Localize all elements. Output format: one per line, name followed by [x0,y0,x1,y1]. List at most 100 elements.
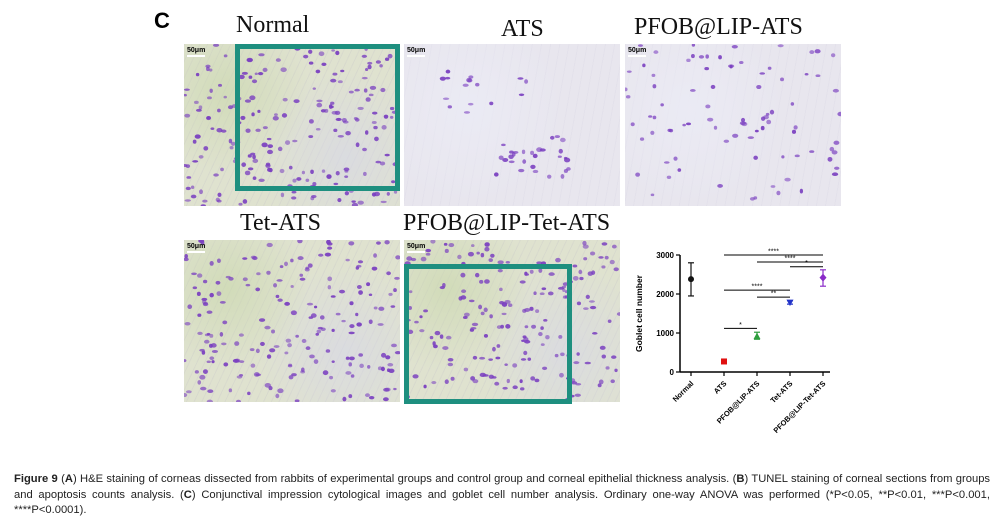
data-point [688,276,694,283]
stained-cell [185,186,191,191]
stained-cell [667,128,672,132]
stained-cell [290,258,294,263]
stained-cell [522,159,527,164]
data-point [786,299,794,307]
stained-cell [190,185,195,190]
stained-cell [335,50,340,56]
stained-cell [290,310,297,316]
stained-cell [357,260,364,264]
stained-cell [250,255,257,259]
stained-cell [245,283,251,287]
stained-cell [241,71,248,75]
stained-cell [349,301,354,306]
stained-cell [287,343,292,348]
stained-cell [555,257,561,263]
stained-cell [430,240,436,244]
stained-cell [378,306,385,311]
stained-cell [236,375,243,379]
stained-cell [385,355,391,360]
stained-cell [784,177,791,182]
stained-cell [241,162,247,167]
stained-cell [275,294,280,299]
stained-cell [288,165,293,170]
stained-cell [379,161,386,166]
stained-cell [363,88,368,93]
caption-text: ) TUNEL staining of corneal sections fro… [14,473,991,501]
stained-cell [536,261,543,265]
stained-cell [196,291,201,297]
image-title-pfob-lip-ats: PFOB@LIP-ATS [634,14,803,40]
stained-cell [316,99,323,103]
stained-cell [501,143,506,147]
stained-cell [444,248,449,253]
stained-cell [288,375,294,380]
stained-cell [545,334,550,340]
stained-cell [483,307,488,313]
stained-cell [199,374,206,380]
stained-cell [209,260,214,266]
stained-cell [488,258,493,262]
stained-cell [576,301,582,306]
stained-cell [592,332,598,335]
stained-cell [572,264,578,268]
stained-cell [442,346,449,350]
stained-cell [277,146,283,152]
stained-cell [607,319,612,324]
data-point [819,273,827,282]
stained-cell [705,54,709,59]
stained-cell [583,257,588,261]
stained-cell [330,295,336,298]
stained-cell [256,272,261,276]
stained-cell [341,319,346,323]
stained-cell [431,381,437,385]
stained-cell [291,190,297,194]
stained-cell [472,355,478,360]
stained-cell [367,64,372,70]
stained-cell [194,370,199,374]
stained-cell [368,93,374,97]
stained-cell [274,113,278,117]
stained-cell [534,378,540,383]
stained-cell [306,302,314,306]
stained-cell [312,87,316,90]
stained-cell [184,359,187,363]
stained-cell [598,256,604,259]
stained-cell [809,50,815,55]
stained-cell [301,338,307,344]
stained-cell [831,172,839,177]
stained-cell [651,73,656,78]
stained-cell [495,356,501,360]
stained-cell [460,272,466,278]
stained-cell [217,83,223,87]
stained-cell [613,267,619,272]
stained-cell [361,54,368,58]
stained-cell [704,66,710,71]
stained-cell [504,363,508,366]
stained-cell [223,54,228,58]
stained-cell [488,358,493,361]
stained-cell [429,335,434,340]
stained-cell [523,350,528,356]
stained-cell [542,366,548,371]
stained-cell [383,387,390,392]
stained-cell [262,126,268,130]
stained-cell [313,359,319,364]
stained-cell [349,324,355,329]
stained-cell [512,385,518,390]
stained-cell [316,102,323,108]
stained-cell [686,122,691,126]
stained-cell [799,188,804,194]
stained-cell [598,379,604,385]
image-title-tet-ats: Tet-ATS [240,210,321,236]
stained-cell [206,360,211,364]
stained-cell [562,282,569,286]
stained-cell [184,393,188,398]
stained-cell [184,113,191,118]
stained-cell [463,367,469,372]
stained-cell [192,139,197,144]
stained-cell [292,139,298,143]
stained-cell [447,358,454,362]
stained-cell [250,152,256,156]
stained-cell [673,156,678,161]
stained-cell [558,334,563,339]
